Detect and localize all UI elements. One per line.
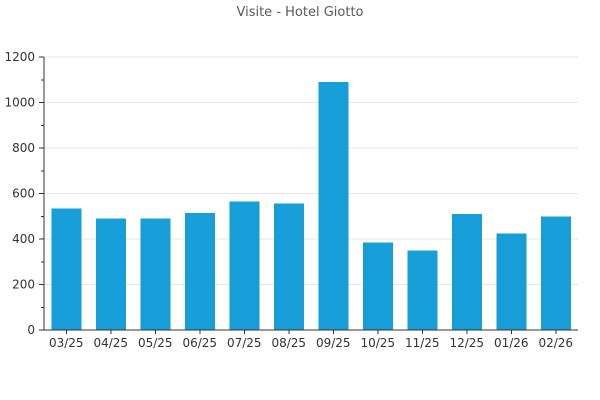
- y-tick-label: 1200: [4, 50, 35, 64]
- x-tick-label: 01/26: [494, 336, 529, 350]
- x-tick-label: 08/25: [271, 336, 306, 350]
- bar: [451, 213, 482, 330]
- bar: [51, 208, 82, 330]
- bar: [540, 216, 571, 330]
- bar: [362, 242, 393, 330]
- bar: [184, 212, 215, 330]
- x-tick-label: 09/25: [316, 336, 351, 350]
- bar: [318, 82, 349, 331]
- x-tick-label: 05/25: [138, 336, 173, 350]
- y-tick-label: 1000: [4, 96, 35, 110]
- x-tick-label: 03/25: [49, 336, 84, 350]
- x-tick-label: 04/25: [93, 336, 128, 350]
- y-tick-label: 800: [12, 141, 35, 155]
- x-tick-label: 02/26: [538, 336, 573, 350]
- y-tick-label: 200: [12, 278, 35, 292]
- x-tick-label: 10/25: [360, 336, 395, 350]
- x-tick-label: 07/25: [227, 336, 262, 350]
- bar: [95, 218, 126, 330]
- x-tick-label: 12/25: [449, 336, 484, 350]
- y-tick-label: 0: [27, 323, 35, 337]
- bar: [496, 233, 527, 330]
- y-tick-label: 400: [12, 232, 35, 246]
- y-tick-label: 600: [12, 187, 35, 201]
- x-tick-label: 11/25: [405, 336, 440, 350]
- bar: [229, 201, 260, 330]
- bar: [273, 203, 304, 330]
- chart-title: Visite - Hotel Giotto: [236, 5, 364, 20]
- bar: [407, 250, 438, 330]
- bar: [140, 218, 171, 330]
- x-tick-label: 06/25: [182, 336, 217, 350]
